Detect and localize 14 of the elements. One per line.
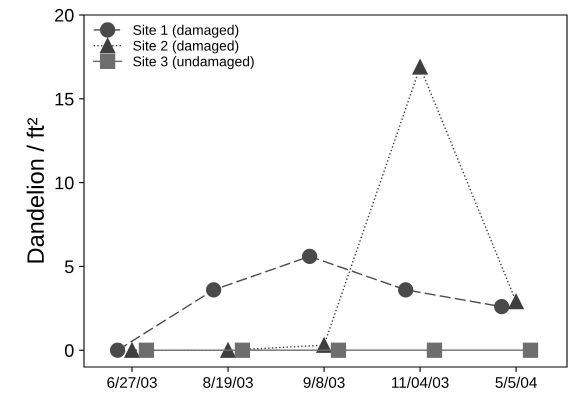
y-axis-title: Dandelion / ft² xyxy=(26,118,44,263)
x-tick-label: 11/04/03 xyxy=(392,376,449,388)
x-tick-label: 5/5/04 xyxy=(495,376,537,388)
x-tick-label: 6/27/03 xyxy=(107,376,157,388)
legend-label: Site 1 (damaged) xyxy=(133,24,238,38)
legend-label: Site 3 (undamaged) xyxy=(133,56,254,70)
y-tick-label: 15 xyxy=(56,92,74,106)
y-tick-label: 5 xyxy=(64,260,74,274)
x-tick-label: 8/19/03 xyxy=(203,376,253,388)
x-tick-label: 9/8/03 xyxy=(304,376,345,388)
y-tick-label: 10 xyxy=(56,176,74,190)
y-tick-label: 20 xyxy=(55,8,74,22)
legend-label: Site 2 (damaged) xyxy=(133,40,238,54)
y-tick-label: 0 xyxy=(64,344,74,357)
